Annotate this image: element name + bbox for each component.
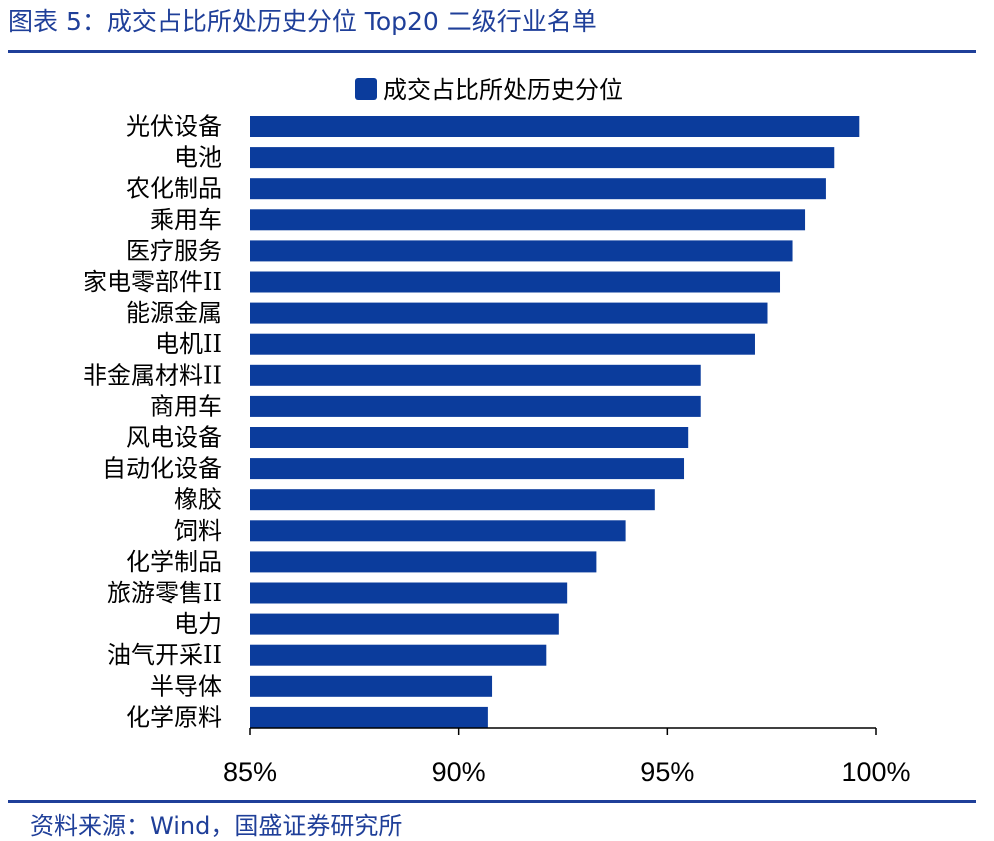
bar xyxy=(250,582,568,604)
category-label: 饲料 xyxy=(174,517,222,545)
legend-swatch xyxy=(355,78,377,100)
bar xyxy=(250,147,835,169)
bar xyxy=(250,458,685,480)
bar xyxy=(250,706,488,728)
x-tick-label: 100% xyxy=(841,757,910,787)
category-label: 油气开采II xyxy=(107,641,222,669)
category-label: 家电零部件II xyxy=(83,268,222,296)
bar xyxy=(250,333,755,355)
category-label: 风电设备 xyxy=(126,424,222,452)
category-label: 商用车 xyxy=(150,392,222,420)
x-tick-label: 95% xyxy=(640,757,694,787)
bar xyxy=(250,395,701,417)
bar xyxy=(250,178,826,200)
bar xyxy=(250,116,860,137)
bar xyxy=(250,520,626,542)
bar xyxy=(250,240,793,262)
title-divider xyxy=(8,50,976,53)
bar xyxy=(250,675,493,697)
category-label: 自动化设备 xyxy=(102,455,222,483)
bar xyxy=(250,644,547,666)
legend-label: 成交占比所处历史分位 xyxy=(383,76,623,104)
category-label: 光伏设备 xyxy=(126,113,222,141)
category-label: 橡胶 xyxy=(174,486,222,514)
category-label: 电力 xyxy=(174,610,222,638)
source-note: 资料来源：Wind，国盛证券研究所 xyxy=(30,812,403,840)
bar-group xyxy=(250,116,860,728)
category-label: 乘用车 xyxy=(150,206,222,234)
category-label: 能源金属 xyxy=(126,299,222,327)
category-label: 电机II xyxy=(155,330,222,358)
chart-legend: 成交占比所处历史分位 xyxy=(355,76,623,104)
bar xyxy=(250,271,781,293)
category-label: 化学原料 xyxy=(126,703,222,731)
bar xyxy=(250,613,559,635)
x-axis: 85% 90% 95% 100% xyxy=(223,727,911,787)
bar xyxy=(250,364,701,386)
x-tick-label: 90% xyxy=(432,757,486,787)
bar xyxy=(250,302,768,324)
category-label: 化学制品 xyxy=(126,548,222,576)
bar xyxy=(250,427,689,448)
category-label: 旅游零售II xyxy=(107,579,222,607)
figure-title: 图表 5：成交占比所处历史分位 Top20 二级行业名单 xyxy=(8,7,597,36)
category-label: 电池 xyxy=(174,144,222,172)
category-label: 非金属材料II xyxy=(83,361,222,389)
bar xyxy=(250,209,806,231)
category-label: 农化制品 xyxy=(126,175,222,203)
category-label: 医疗服务 xyxy=(126,237,222,265)
bar xyxy=(250,551,597,573)
category-label: 半导体 xyxy=(150,672,222,700)
x-tick-label: 85% xyxy=(223,757,277,787)
source-divider xyxy=(8,800,976,803)
bar xyxy=(250,489,655,511)
